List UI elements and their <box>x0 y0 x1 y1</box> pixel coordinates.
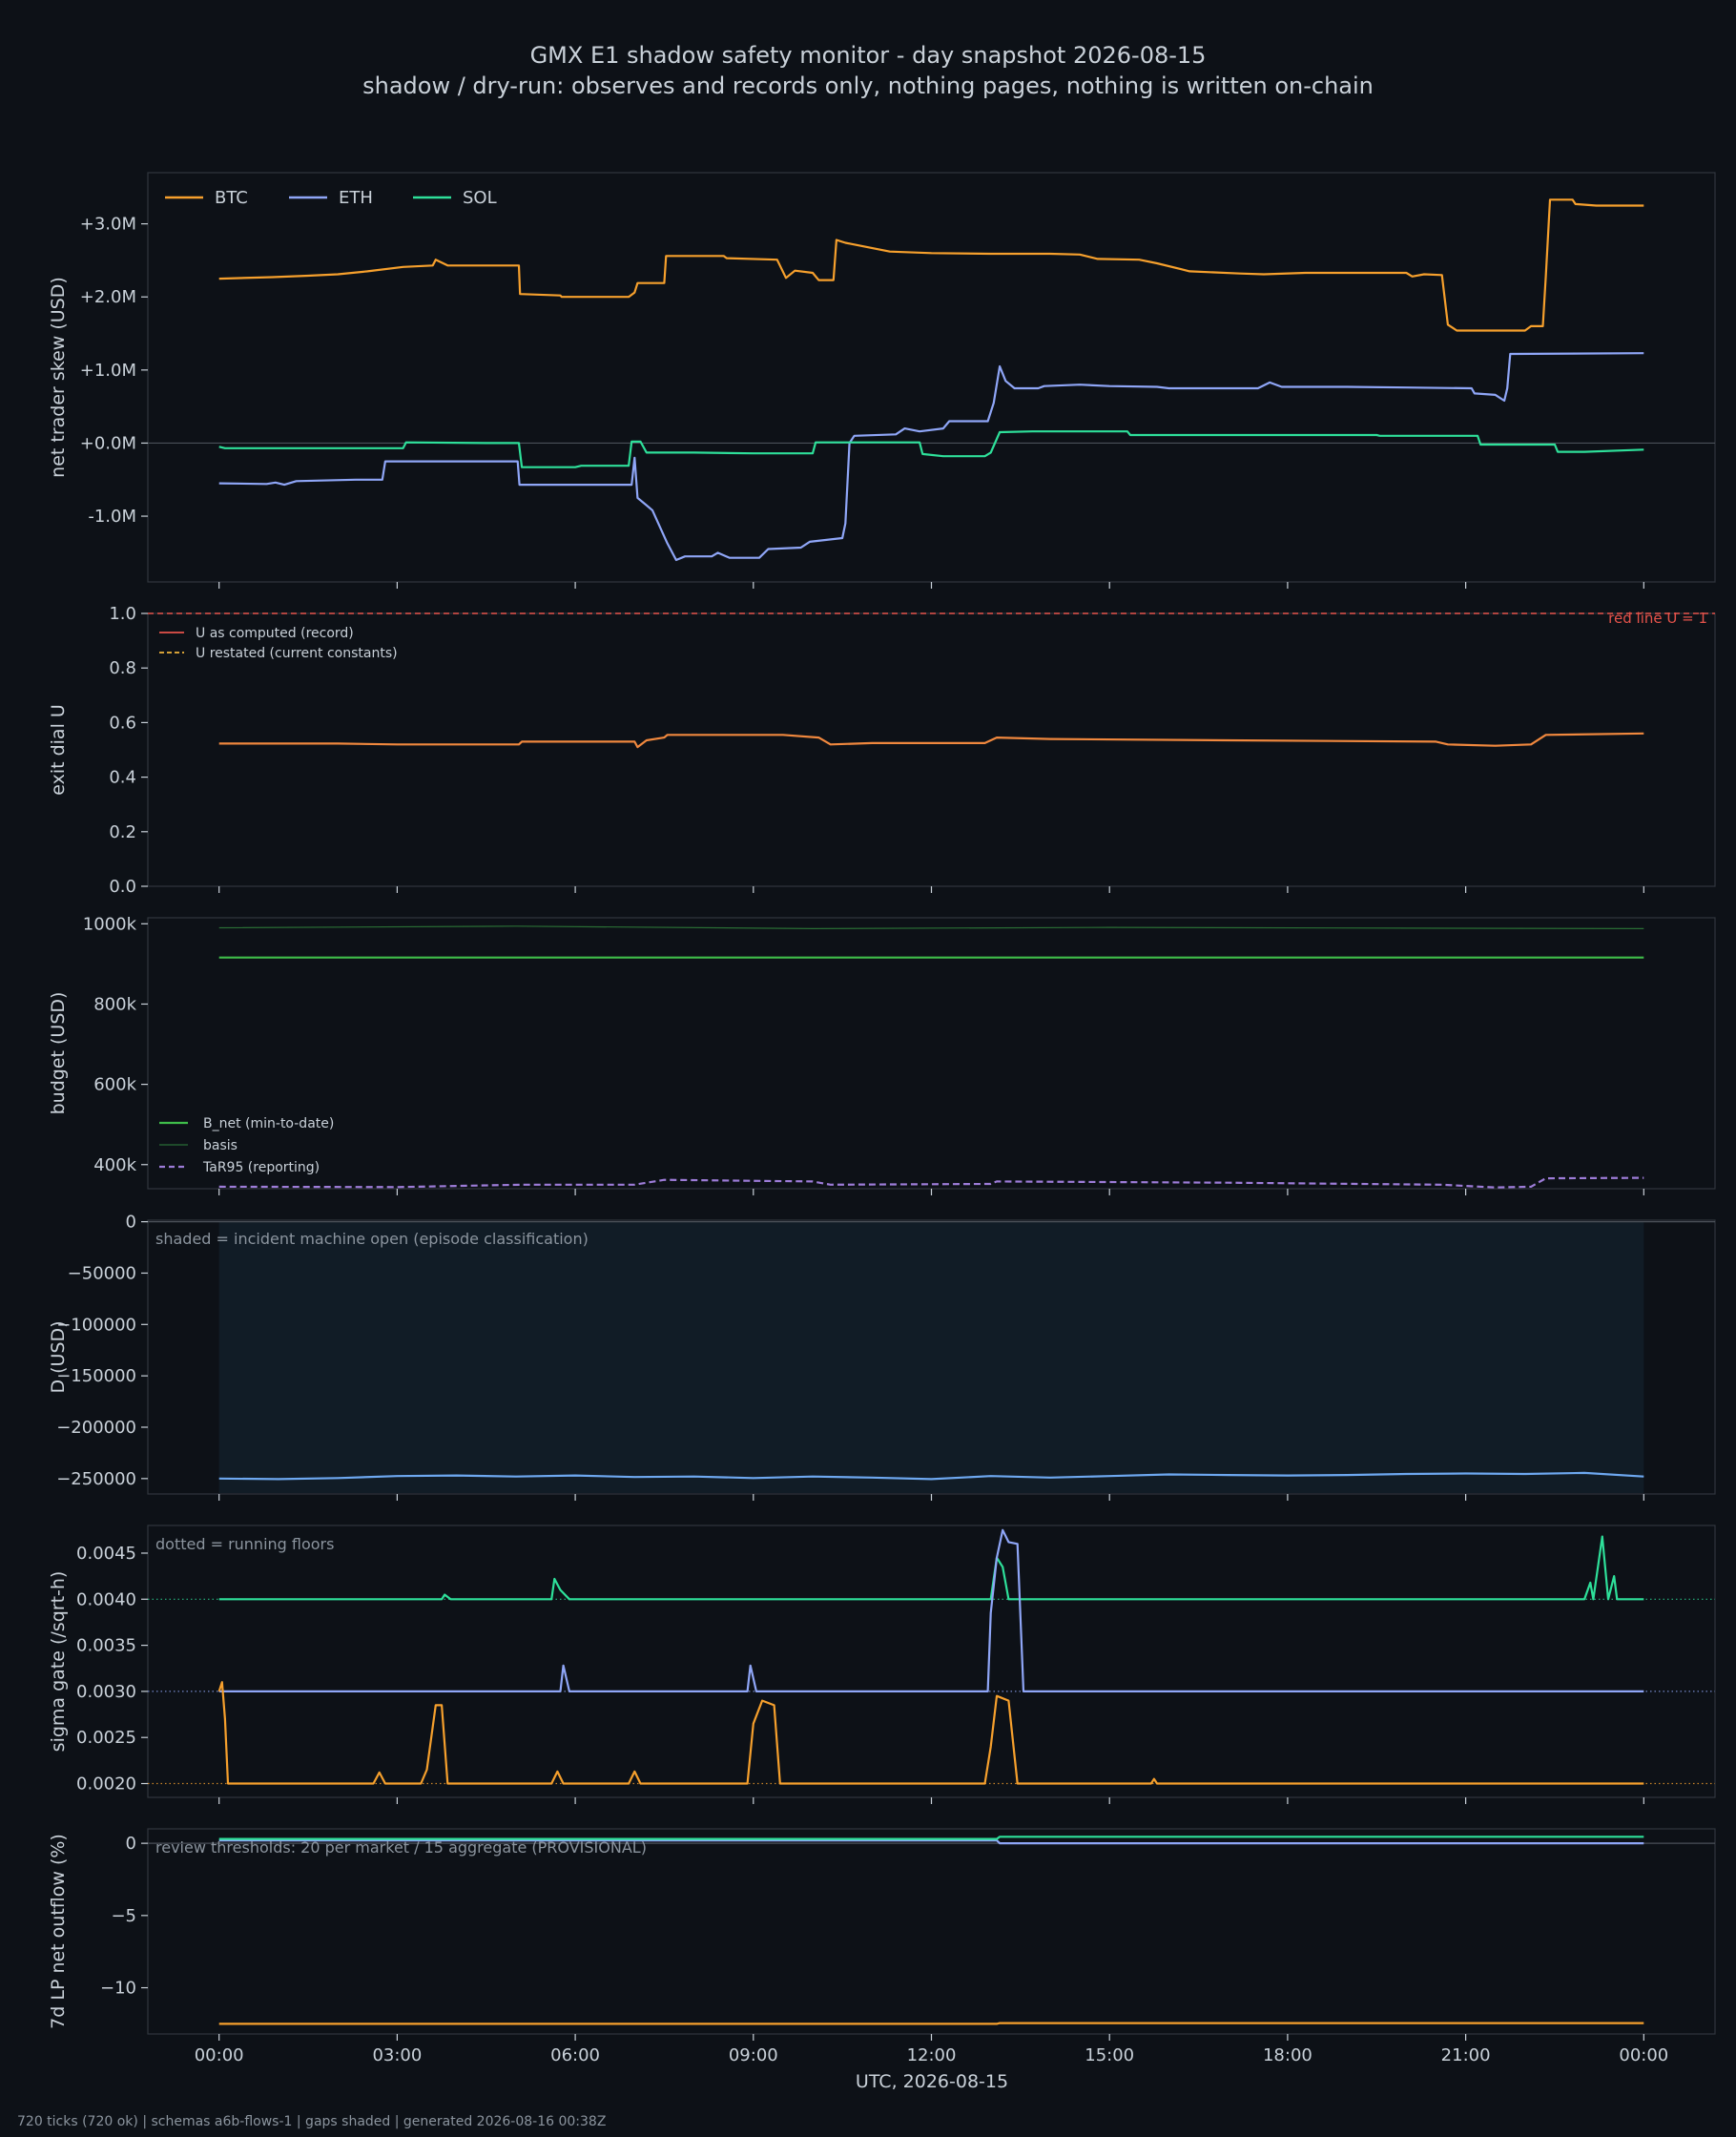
panel-budget: 1000k 800k 600k 400k budget (USD) B_net (min-… <box>48 914 1716 1195</box>
y-tick-label: −10 <box>100 1979 136 1999</box>
panel-note: review thresholds: 20 per market / 15 ag… <box>155 1838 647 1857</box>
x-tick-label: 15:00 <box>1085 2045 1134 2065</box>
y-tick-label: 0 <box>126 1834 136 1854</box>
legend-label: BTC <box>215 188 248 208</box>
y-tick-label: -1.0M <box>88 507 136 527</box>
series-line-btc <box>218 198 1644 332</box>
x-tick-label: 21:00 <box>1441 2045 1491 2065</box>
y-tick-label: 0.0035 <box>76 1636 136 1656</box>
x-tick-label: 09:00 <box>729 2045 778 2065</box>
footer-status: 720 ticks (720 ok) | schemas a6b-flows-1… <box>17 2114 606 2129</box>
panel-frame <box>147 172 1716 583</box>
y-axis-label: sigma gate (/sqrt-h) <box>48 1571 69 1753</box>
y-tick-label: 400k <box>93 1155 136 1175</box>
y-tick-label: 0.0025 <box>76 1728 136 1748</box>
x-tick-label: 00:00 <box>1619 2045 1668 2065</box>
legend-label: U restated (current constants) <box>196 646 398 661</box>
y-tick-label: 1000k <box>83 914 137 934</box>
y-tick-label: 0.0045 <box>76 1544 136 1564</box>
series-line-sol <box>218 1836 1644 1840</box>
y-tick-label: 0.2 <box>109 822 136 842</box>
y-tick-label: +0.0M <box>80 433 136 453</box>
y-tick-label: 0.4 <box>109 768 136 788</box>
panels-group: +3.0M +2.0M +1.0M +0.0M -1.0M net trader skew… <box>48 172 1716 2065</box>
y-tick-label: 0.8 <box>109 658 136 678</box>
x-tick-label: 12:00 <box>907 2045 957 2065</box>
panel-sigma_gate: 0.0045 0.0040 0.0035 0.0030 0.0025 0.0020 sigm… <box>48 1525 1716 1804</box>
x-tick-label: 18:00 <box>1263 2045 1312 2065</box>
legend-label: B_net (min-to-date) <box>203 1116 334 1131</box>
series-line-basis <box>218 925 1644 929</box>
series-line-eth <box>218 1839 1644 1845</box>
panel-d_usd: 0 −50000 −100000 −150000 −200000 −250000 D (US… <box>48 1213 1716 1501</box>
legend-label: TaR95 (reporting) <box>202 1160 320 1175</box>
y-tick-label: −150000 <box>56 1366 136 1386</box>
figure-title: GMX E1 shadow safety monitor - day snaps… <box>530 42 1207 69</box>
series-line-btc <box>218 2022 1644 2025</box>
series-line-tar95-reporting- <box>218 1176 1644 1189</box>
figure-subtitle: shadow / dry-run: observes and records o… <box>362 73 1374 99</box>
panel-frame <box>147 917 1716 1190</box>
panel-note: dotted = running floors <box>155 1535 334 1553</box>
y-axis-label: net trader skew (USD) <box>48 277 69 478</box>
y-tick-label: 0.0020 <box>76 1774 136 1795</box>
y-tick-label: 0.0030 <box>76 1682 136 1702</box>
panel-frame <box>147 1525 1716 1798</box>
y-tick-label: 0.0040 <box>76 1589 136 1609</box>
legend-label: ETH <box>339 188 373 208</box>
y-axis-label: budget (USD) <box>48 992 69 1115</box>
series-line-eth <box>218 352 1644 562</box>
series-line-eth <box>218 1528 1644 1692</box>
y-tick-label: −50000 <box>68 1263 136 1283</box>
y-axis-label: D (USD) <box>48 1320 69 1393</box>
panel-exit_dial: red line U = 1 1.0 0.8 0.6 0.4 0.2 0.0 exit dia… <box>48 604 1716 897</box>
series-line-sol <box>218 1535 1644 1601</box>
y-tick-label: 0.0 <box>109 877 136 897</box>
y-tick-label: −5 <box>111 1906 136 1926</box>
y-tick-label: +3.0M <box>80 215 136 235</box>
panel-frame <box>147 612 1716 887</box>
series-line-sol <box>218 430 1644 468</box>
y-tick-label: 0 <box>126 1213 136 1233</box>
y-tick-label: 800k <box>93 994 136 1014</box>
legend-label: SOL <box>463 188 497 208</box>
panel-skew: +3.0M +2.0M +1.0M +0.0M -1.0M net trader skew… <box>48 172 1716 589</box>
y-tick-label: 0.6 <box>109 713 136 733</box>
y-axis-label: exit dial U <box>48 704 69 796</box>
y-tick-label: 600k <box>93 1075 136 1095</box>
panel-frame <box>147 1828 1716 2035</box>
y-axis-label: 7d LP net outflow (%) <box>48 1834 69 2029</box>
x-tick-label: 03:00 <box>372 2045 422 2065</box>
red-line-label: red line U = 1 <box>1608 610 1707 627</box>
x-axis-label: UTC, 2026-08-15 <box>856 2071 1008 2092</box>
y-tick-label: −100000 <box>56 1315 136 1335</box>
series-line-u <box>218 732 1644 749</box>
y-tick-label: +2.0M <box>80 287 136 307</box>
legend-label: basis <box>203 1138 238 1153</box>
panel-lp_outflow: 0 −5 −10 00:00 03:00 06:00 09:00 12:00 15:00 18:0… <box>48 1828 1716 2065</box>
y-tick-label: −200000 <box>56 1418 136 1438</box>
y-tick-label: −250000 <box>56 1469 136 1489</box>
incident-shade <box>218 1221 1644 1493</box>
legend-label: U as computed (record) <box>196 626 354 641</box>
series-line-btc <box>217 1681 1644 1785</box>
panel-note: shaded = incident machine open (episode … <box>155 1230 589 1248</box>
y-tick-label: 1.0 <box>109 604 136 624</box>
series-line-d <box>218 1471 1644 1481</box>
x-tick-label: 00:00 <box>195 2045 244 2065</box>
x-tick-label: 06:00 <box>550 2045 600 2065</box>
y-tick-label: +1.0M <box>80 361 136 381</box>
